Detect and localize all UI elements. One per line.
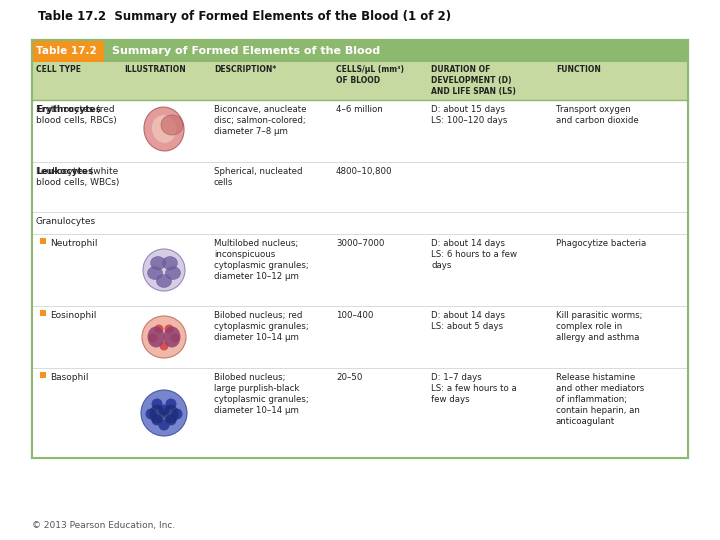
Bar bbox=[32, 306, 688, 368]
Text: D: about 14 days
LS: 6 hours to a few
days: D: about 14 days LS: 6 hours to a few da… bbox=[431, 239, 517, 270]
Circle shape bbox=[158, 404, 169, 415]
Text: Kill parasitic worms;
complex role in
allergy and asthma: Kill parasitic worms; complex role in al… bbox=[556, 311, 642, 342]
Ellipse shape bbox=[141, 390, 187, 436]
Text: Erythrocytes (red
blood cells, RBCs): Erythrocytes (red blood cells, RBCs) bbox=[36, 105, 117, 125]
Bar bbox=[40, 310, 46, 316]
Text: Leukocytes: Leukocytes bbox=[36, 167, 94, 176]
Text: 100–400: 100–400 bbox=[336, 311, 374, 320]
Ellipse shape bbox=[148, 327, 164, 348]
Text: D: 1–7 days
LS: a few hours to a
few days: D: 1–7 days LS: a few hours to a few day… bbox=[431, 373, 517, 404]
Text: Table 17.2  Summary of Formed Elements of the Blood (1 of 2): Table 17.2 Summary of Formed Elements of… bbox=[38, 10, 451, 23]
Text: Erythrocytes: Erythrocytes bbox=[36, 105, 101, 114]
Circle shape bbox=[171, 334, 179, 342]
Circle shape bbox=[166, 415, 176, 426]
Circle shape bbox=[145, 408, 156, 420]
Text: 3000–7000: 3000–7000 bbox=[336, 239, 384, 248]
Ellipse shape bbox=[148, 267, 163, 280]
Text: Table 17.2: Table 17.2 bbox=[36, 46, 96, 56]
Circle shape bbox=[151, 399, 163, 409]
Bar bbox=[32, 368, 688, 458]
Text: D: about 14 days
LS: about 5 days: D: about 14 days LS: about 5 days bbox=[431, 311, 505, 331]
Bar bbox=[40, 372, 46, 378]
Ellipse shape bbox=[163, 327, 181, 348]
Text: Summary of Formed Elements of the Blood: Summary of Formed Elements of the Blood bbox=[112, 46, 380, 56]
Circle shape bbox=[160, 341, 168, 350]
Text: Spherical, nucleated
cells: Spherical, nucleated cells bbox=[214, 167, 302, 187]
Text: Release histamine
and other mediators
of inflammation;
contain heparin, an
antic: Release histamine and other mediators of… bbox=[556, 373, 644, 427]
Ellipse shape bbox=[150, 404, 164, 423]
Text: Bilobed nucleus;
large purplish-black
cytoplasmic granules;
diameter 10–14 μm: Bilobed nucleus; large purplish-black cy… bbox=[214, 373, 309, 415]
Ellipse shape bbox=[163, 404, 179, 423]
Ellipse shape bbox=[161, 115, 183, 135]
Ellipse shape bbox=[163, 256, 178, 269]
Text: 4–6 million: 4–6 million bbox=[336, 105, 383, 114]
Text: DURATION OF
DEVELOPMENT (D)
AND LIFE SPAN (LS): DURATION OF DEVELOPMENT (D) AND LIFE SPA… bbox=[431, 65, 516, 96]
Text: Multilobed nucleus;
inconspicuous
cytoplasmic granules;
diameter 10–12 μm: Multilobed nucleus; inconspicuous cytopl… bbox=[214, 239, 309, 281]
Circle shape bbox=[171, 408, 182, 420]
Text: D: about 15 days
LS: 100–120 days: D: about 15 days LS: 100–120 days bbox=[431, 105, 508, 125]
Text: Leukocytes (white
blood cells, WBCs): Leukocytes (white blood cells, WBCs) bbox=[36, 167, 120, 187]
Text: Granulocytes: Granulocytes bbox=[36, 217, 96, 226]
Ellipse shape bbox=[166, 267, 181, 280]
Circle shape bbox=[164, 325, 174, 334]
Ellipse shape bbox=[143, 249, 185, 291]
Text: Basophil: Basophil bbox=[50, 373, 89, 382]
Text: FUNCTION: FUNCTION bbox=[556, 65, 601, 74]
Bar bbox=[104, 40, 688, 62]
Bar bbox=[32, 100, 688, 162]
Bar bbox=[32, 40, 104, 62]
Circle shape bbox=[151, 415, 163, 426]
Text: CELL TYPE: CELL TYPE bbox=[36, 65, 81, 74]
Text: 4800–10,800: 4800–10,800 bbox=[336, 167, 392, 176]
Bar bbox=[32, 212, 688, 234]
Circle shape bbox=[166, 399, 176, 409]
Ellipse shape bbox=[152, 115, 176, 143]
Circle shape bbox=[158, 420, 169, 430]
Ellipse shape bbox=[144, 107, 184, 151]
Text: ILLUSTRATION: ILLUSTRATION bbox=[124, 65, 186, 74]
Bar bbox=[32, 162, 688, 212]
Bar bbox=[32, 40, 688, 458]
Bar bbox=[32, 234, 688, 306]
Text: Transport oxygen
and carbon dioxide: Transport oxygen and carbon dioxide bbox=[556, 105, 639, 125]
Text: © 2013 Pearson Education, Inc.: © 2013 Pearson Education, Inc. bbox=[32, 521, 175, 530]
Bar bbox=[40, 238, 46, 244]
Text: DESCRIPTION*: DESCRIPTION* bbox=[214, 65, 276, 74]
Bar bbox=[32, 62, 688, 100]
Ellipse shape bbox=[156, 274, 171, 287]
Text: Eosinophil: Eosinophil bbox=[50, 311, 96, 320]
Ellipse shape bbox=[142, 316, 186, 358]
Text: 20–50: 20–50 bbox=[336, 373, 362, 382]
Text: Neutrophil: Neutrophil bbox=[50, 239, 97, 248]
Text: CELLS/μL (mm³)
OF BLOOD: CELLS/μL (mm³) OF BLOOD bbox=[336, 65, 404, 85]
Text: Biconcave, anucleate
disc; salmon-colored;
diameter 7–8 μm: Biconcave, anucleate disc; salmon-colore… bbox=[214, 105, 307, 136]
Circle shape bbox=[155, 325, 163, 334]
Text: Phagocytize bacteria: Phagocytize bacteria bbox=[556, 239, 647, 248]
Text: Bilobed nucleus; red
cytoplasmic granules;
diameter 10–14 μm: Bilobed nucleus; red cytoplasmic granule… bbox=[214, 311, 309, 342]
Ellipse shape bbox=[150, 256, 166, 269]
Circle shape bbox=[148, 334, 158, 342]
